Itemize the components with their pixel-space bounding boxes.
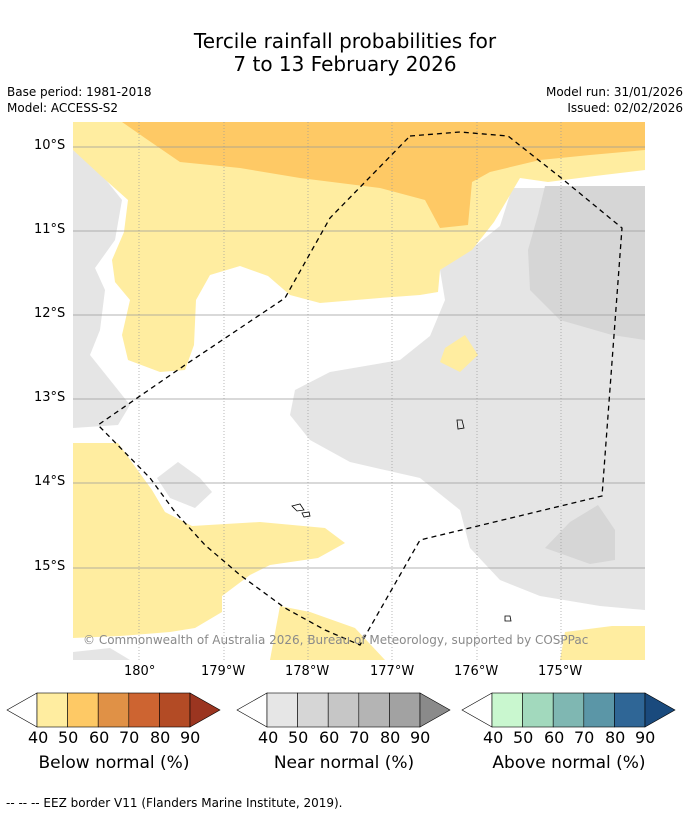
island-3 xyxy=(301,511,311,518)
below-normal-patch-south xyxy=(270,606,385,660)
cb-near-tick-60: 60 xyxy=(319,728,340,747)
cb-below-tick-60: 60 xyxy=(89,728,110,747)
below-normal-patch-central xyxy=(440,335,478,372)
cb-below-tick-50: 50 xyxy=(58,728,79,747)
colorbar-below-swatch-70 xyxy=(128,692,160,728)
title-line-2: 7 to 13 February 2026 xyxy=(233,52,457,76)
lat-label-13s: 13°S xyxy=(34,390,66,405)
cb-above-tick-60: 60 xyxy=(544,728,565,747)
cb-below-tick-70: 70 xyxy=(119,728,140,747)
cb-below-tick-80: 80 xyxy=(150,728,171,747)
near-normal-core-ne xyxy=(528,186,645,340)
colorbar-near-swatch-80 xyxy=(389,692,421,728)
lon-label-178w: 178°W xyxy=(285,664,330,679)
eez-border xyxy=(96,131,623,646)
gridlines xyxy=(73,122,645,660)
near-normal-core-se xyxy=(545,505,615,564)
map-field xyxy=(73,122,645,660)
copyright-notice: © Commonwealth of Australia 2026, Bureau… xyxy=(83,633,589,647)
model-run: Model run: 31/01/2026 xyxy=(545,85,683,99)
lon-label-179w: 179°W xyxy=(201,664,246,679)
colorbar-near-swatch-50 xyxy=(297,692,329,728)
lat-label-12s: 12°S xyxy=(34,306,66,321)
colorbar-below-over xyxy=(189,692,221,728)
colorbar-above-under xyxy=(461,692,493,728)
cb-above-tick-40: 40 xyxy=(483,728,504,747)
cb-near-tick-70: 70 xyxy=(349,728,370,747)
colorbar-near-under xyxy=(236,692,268,728)
below-normal-region-southwest xyxy=(73,443,345,638)
colorbar-near-swatch-40 xyxy=(266,692,298,728)
issued-date: Issued: 02/02/2026 xyxy=(567,101,683,115)
near-normal-region-west xyxy=(73,150,130,428)
colorbar-below-swatch-50 xyxy=(67,692,99,728)
colorbar-below-under xyxy=(6,692,38,728)
colorbar-above-swatch-60 xyxy=(552,692,585,728)
lat-label-11s: 11°S xyxy=(34,222,66,237)
colorbar-near-swatch-70 xyxy=(358,692,390,728)
colorbar-above-swatch-70 xyxy=(583,692,615,728)
cb-above-tick-50: 50 xyxy=(513,728,534,747)
islands xyxy=(291,419,512,622)
colorbar-above-swatch-80 xyxy=(614,692,646,728)
map-title: Tercile rainfall probabilities for 7 to … xyxy=(0,30,690,76)
lon-label-180: 180° xyxy=(124,664,156,679)
near-normal-region-south xyxy=(73,648,130,660)
cb-near-tick-90: 90 xyxy=(410,728,431,747)
colorbar-above-over xyxy=(644,692,676,728)
lon-label-175w: 175°W xyxy=(538,664,583,679)
colorbar-near-normal xyxy=(236,692,451,728)
colorbar-below-normal xyxy=(6,692,221,728)
model-name: Model: ACCESS-S2 xyxy=(7,101,119,115)
colorbar-above-label: Above normal (%) xyxy=(492,753,646,773)
island-1 xyxy=(456,419,465,430)
below-normal-region-north xyxy=(73,122,645,372)
below-normal-patch-southeast xyxy=(560,626,645,660)
colorbar-above-normal xyxy=(461,692,676,728)
colorbar-near-swatch-60 xyxy=(327,692,360,728)
eez-footnote: -- -- -- EEZ border V11 (Flanders Marine… xyxy=(6,796,343,810)
cb-near-tick-40: 40 xyxy=(258,728,279,747)
lat-label-15s: 15°S xyxy=(34,559,66,574)
colorbar-above-swatch-40 xyxy=(491,692,523,728)
colorbar-below-swatch-80 xyxy=(159,692,191,728)
cb-above-tick-90: 90 xyxy=(635,728,656,747)
lon-label-176w: 176°W xyxy=(454,664,499,679)
cb-near-tick-80: 80 xyxy=(380,728,401,747)
base-period: Base period: 1981-2018 xyxy=(7,85,152,99)
lon-label-177w: 177°W xyxy=(370,664,415,679)
colorbar-below-label: Below normal (%) xyxy=(38,753,190,773)
colorbar-below-swatch-40 xyxy=(36,692,68,728)
cb-above-tick-70: 70 xyxy=(574,728,595,747)
lat-label-14s: 14°S xyxy=(34,474,66,489)
title-line-1: Tercile rainfall probabilities for xyxy=(193,29,497,53)
colorbar-below-swatch-60 xyxy=(97,692,130,728)
lat-label-10s: 10°S xyxy=(34,138,66,153)
cb-near-tick-50: 50 xyxy=(288,728,309,747)
colorbar-near-label: Near normal (%) xyxy=(273,753,415,773)
colorbar-above-swatch-50 xyxy=(522,692,554,728)
near-normal-patch xyxy=(157,462,212,508)
below-normal-core-north xyxy=(122,122,645,228)
colorbars xyxy=(6,692,676,728)
island-2 xyxy=(291,503,305,512)
cb-below-tick-40: 40 xyxy=(28,728,49,747)
cb-above-tick-80: 80 xyxy=(605,728,626,747)
colorbar-near-over xyxy=(419,692,451,728)
island-4 xyxy=(504,615,512,622)
cb-below-tick-90: 90 xyxy=(180,728,201,747)
